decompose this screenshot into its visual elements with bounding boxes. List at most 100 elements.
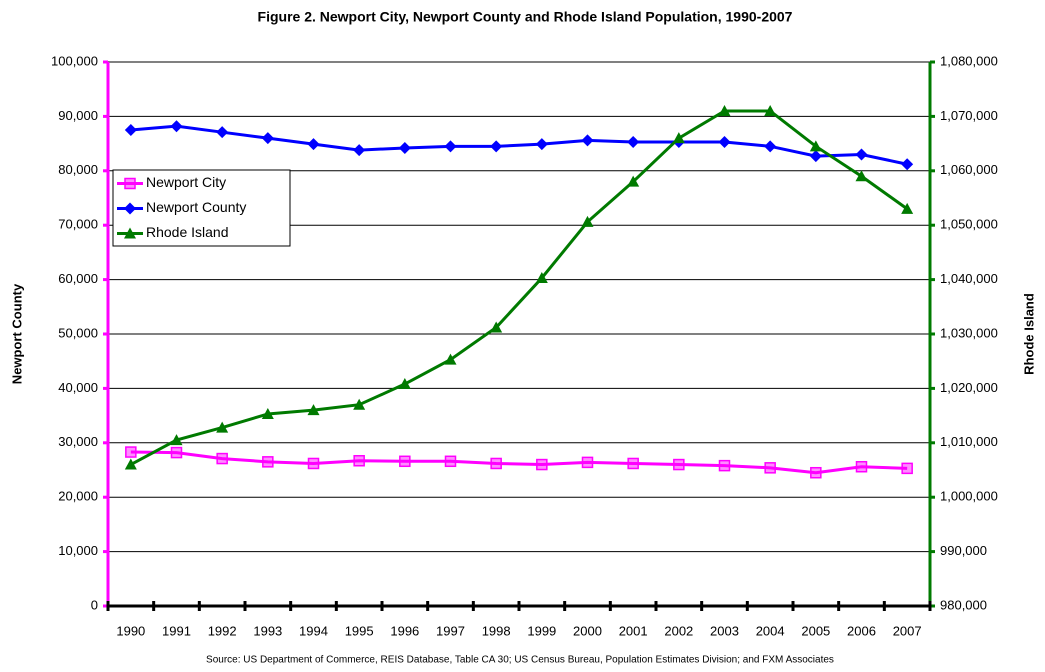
marker (261, 407, 274, 419)
marker (216, 421, 229, 433)
marker (901, 462, 913, 475)
marker (124, 458, 137, 470)
x-tick-label: 2007 (893, 623, 922, 638)
marker (718, 459, 731, 472)
marker (124, 177, 136, 190)
y2-tick-label: 1,010,000 (940, 434, 998, 449)
marker (216, 452, 228, 465)
legend-label: Newport County (146, 199, 246, 215)
y2-tick-label: 1,060,000 (940, 162, 998, 177)
x-tick-label: 1992 (208, 623, 237, 638)
marker (124, 202, 136, 215)
legend-label: Newport City (146, 174, 226, 190)
marker (124, 227, 136, 239)
y-tick-label: 80,000 (58, 162, 98, 177)
x-tick-label: 2005 (801, 623, 830, 638)
marker (170, 120, 183, 133)
marker (444, 455, 457, 468)
y-tick-label: 30,000 (58, 434, 98, 449)
x-tick-label: 2001 (619, 623, 648, 638)
x-tick-label: 1996 (390, 623, 419, 638)
marker (672, 132, 685, 144)
legend-label: Rhode Island (146, 224, 229, 240)
marker (125, 446, 137, 458)
marker (535, 138, 548, 151)
y2-tick-label: 1,000,000 (940, 489, 998, 504)
marker (490, 457, 502, 470)
marker (809, 140, 822, 152)
x-tick-label: 1999 (527, 623, 556, 638)
marker (535, 271, 548, 283)
marker (718, 104, 731, 116)
y-tick-label: 40,000 (58, 380, 98, 395)
marker (855, 148, 868, 161)
x-tick-label: 2002 (664, 623, 693, 638)
y-axis-label: Newport County (9, 283, 24, 384)
marker (444, 353, 457, 365)
marker (581, 134, 594, 147)
marker (764, 104, 777, 116)
marker (627, 135, 640, 148)
y2-tick-label: 1,050,000 (940, 217, 998, 232)
marker (353, 455, 365, 467)
marker (581, 456, 594, 469)
marker (170, 434, 183, 446)
marker (718, 135, 731, 148)
x-tick-label: 2006 (847, 623, 876, 638)
marker (307, 404, 320, 416)
marker (581, 215, 594, 227)
y-tick-label: 0 (91, 597, 98, 612)
marker (307, 457, 320, 470)
y2-tick-label: 1,020,000 (940, 380, 998, 395)
marker (627, 175, 640, 187)
y2-tick-label: 1,080,000 (940, 53, 998, 68)
source-note: Source: US Department of Commerce, REIS … (206, 655, 834, 666)
legend: Newport City Newport County Rhode Island (112, 169, 291, 247)
marker (901, 158, 914, 171)
x-tick-label: 1995 (345, 623, 374, 638)
marker (399, 455, 411, 468)
y-tick-label: 70,000 (58, 217, 98, 232)
series-line (130, 450, 908, 475)
x-tick-label: 1997 (436, 623, 465, 638)
marker (353, 144, 366, 157)
x-tick-label: 1998 (482, 623, 511, 638)
marker (673, 458, 685, 471)
x-tick-label: 1993 (253, 623, 282, 638)
marker (353, 398, 366, 410)
y2-tick-label: 1,040,000 (940, 271, 998, 286)
y-tick-label: 20,000 (58, 489, 98, 504)
y2-tick-label: 980,000 (940, 597, 987, 612)
marker (216, 126, 229, 139)
marker (262, 456, 274, 468)
marker (307, 138, 320, 151)
marker (901, 202, 914, 214)
y2-tick-label: 1,030,000 (940, 325, 998, 340)
marker (810, 466, 822, 479)
marker (261, 132, 274, 145)
marker (809, 150, 822, 163)
marker (490, 140, 503, 153)
marker (124, 124, 137, 136)
x-tick-label: 1991 (162, 623, 191, 638)
marker (398, 141, 411, 154)
x-tick-label: 2004 (756, 623, 785, 638)
y-tick-label: 100,000 (51, 53, 98, 68)
marker (764, 462, 776, 474)
x-tick-label: 1990 (116, 623, 145, 638)
chart-title: Figure 2. Newport City, Newport County a… (258, 9, 793, 25)
y-tick-label: 90,000 (58, 108, 98, 123)
series-line (130, 124, 908, 166)
y-tick-label: 10,000 (58, 543, 98, 558)
marker (764, 140, 777, 153)
marker (444, 140, 457, 153)
y2-axis-label: Rhode Island (1021, 293, 1036, 375)
series-line (130, 109, 909, 466)
y2-tick-label: 990,000 (940, 543, 987, 558)
x-tick-label: 2003 (710, 623, 739, 638)
marker (398, 378, 411, 390)
y-tick-label: 60,000 (58, 271, 98, 286)
y2-tick-label: 1,070,000 (940, 108, 998, 123)
